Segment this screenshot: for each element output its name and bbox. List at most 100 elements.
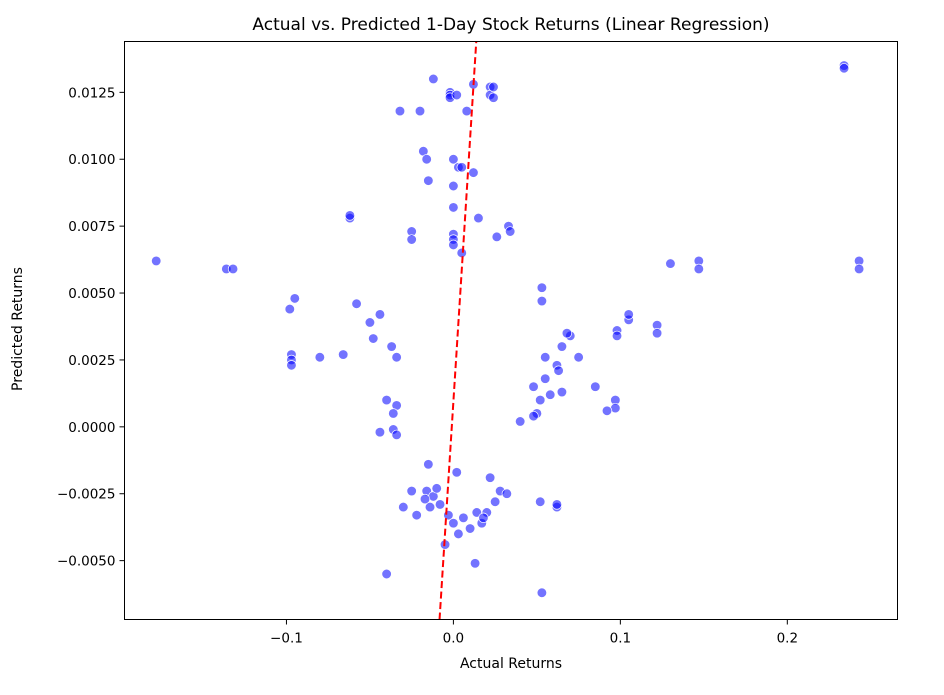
data-point (484, 472, 496, 483)
data-point (456, 162, 467, 173)
data-point (368, 333, 379, 344)
data-point (428, 73, 439, 85)
data-point (448, 202, 459, 213)
data-point (536, 282, 548, 293)
data-point (314, 352, 325, 363)
y-tick-label: −0.0025 (57, 487, 116, 503)
data-points (151, 60, 865, 598)
data-point (540, 373, 551, 384)
perfect-prediction-line (438, 41, 478, 620)
data-point (419, 493, 431, 505)
data-point (386, 341, 397, 352)
data-point (423, 459, 434, 470)
data-point (468, 167, 479, 178)
data-point (344, 210, 356, 221)
data-point (461, 105, 472, 117)
data-point (451, 89, 462, 101)
data-point (611, 330, 623, 342)
data-point (364, 317, 376, 328)
data-point (351, 298, 362, 309)
data-point (458, 512, 469, 523)
data-point (453, 528, 464, 540)
data-point (423, 175, 434, 186)
data-point (551, 499, 563, 510)
data-point (424, 501, 436, 513)
data-point (464, 523, 476, 534)
data-point (406, 485, 417, 497)
data-point (286, 360, 297, 371)
data-point (489, 496, 501, 507)
y-tick-label: 0.0050 (68, 286, 115, 302)
data-point (473, 212, 484, 224)
data-point (665, 258, 676, 269)
data-point (381, 568, 392, 580)
data-point (284, 303, 295, 315)
data-point (448, 180, 459, 192)
y-tick-label: 0.0125 (68, 85, 115, 101)
data-point (536, 587, 548, 598)
data-point (556, 341, 568, 352)
plot-frame (124, 41, 898, 620)
data-point (536, 295, 548, 307)
data-point (853, 263, 865, 275)
data-point (434, 499, 446, 510)
data-point (528, 410, 539, 422)
data-point (515, 416, 526, 427)
y-axis-label: Predicted Returns (10, 267, 26, 391)
data-point (151, 255, 162, 267)
x-tick-label: −0.1 (270, 631, 303, 647)
data-point (488, 81, 499, 93)
data-point (488, 92, 499, 103)
data-point (374, 427, 386, 438)
data-point (406, 234, 417, 245)
data-point (478, 512, 489, 523)
data-point (227, 263, 239, 275)
data-point (381, 394, 392, 406)
data-point (491, 231, 502, 242)
x-tick-label: 0.1 (610, 631, 631, 647)
data-point (431, 483, 442, 494)
x-tick-label: 0.0 (443, 631, 464, 647)
data-point (398, 501, 409, 513)
data-point (535, 394, 546, 406)
data-point (545, 389, 556, 400)
data-point (501, 488, 512, 499)
data-point (421, 154, 432, 165)
data-point (651, 328, 663, 339)
y-tick-label: 0.0000 (68, 420, 115, 436)
data-point (535, 496, 546, 507)
data-point (838, 63, 850, 74)
y-tick-label: 0.0025 (68, 353, 115, 369)
x-axis-label: Actual Returns (460, 656, 562, 672)
data-point (448, 518, 459, 529)
data-point (573, 352, 584, 363)
data-point (505, 226, 516, 237)
x-axis-ticks: −0.1 0.0 0.1 0.2 (270, 619, 798, 647)
data-point (391, 429, 402, 441)
data-point (601, 405, 613, 416)
y-tick-label: −0.0050 (57, 554, 116, 570)
data-point (693, 263, 704, 275)
chart-title: Actual vs. Predicted 1-Day Stock Returns… (252, 15, 769, 35)
y-tick-label: 0.0075 (68, 219, 115, 235)
y-axis-ticks: −0.0050 −0.0025 0.0000 0.0025 0.0050 0.0075 0.… (57, 85, 125, 570)
data-point (448, 239, 459, 251)
data-point (540, 352, 551, 363)
data-point (388, 408, 399, 419)
data-point (391, 352, 402, 363)
data-point (451, 467, 462, 478)
data-point (448, 154, 459, 165)
x-tick-label: 0.2 (777, 631, 798, 647)
data-point (411, 509, 422, 521)
data-point (528, 381, 539, 392)
data-point (289, 293, 300, 304)
data-point (414, 105, 426, 117)
data-point (623, 309, 634, 320)
data-point (556, 386, 568, 398)
y-tick-label: 0.0100 (68, 152, 115, 168)
data-point (553, 365, 564, 376)
data-point (471, 507, 482, 518)
data-point (590, 381, 601, 392)
data-point (561, 328, 573, 339)
